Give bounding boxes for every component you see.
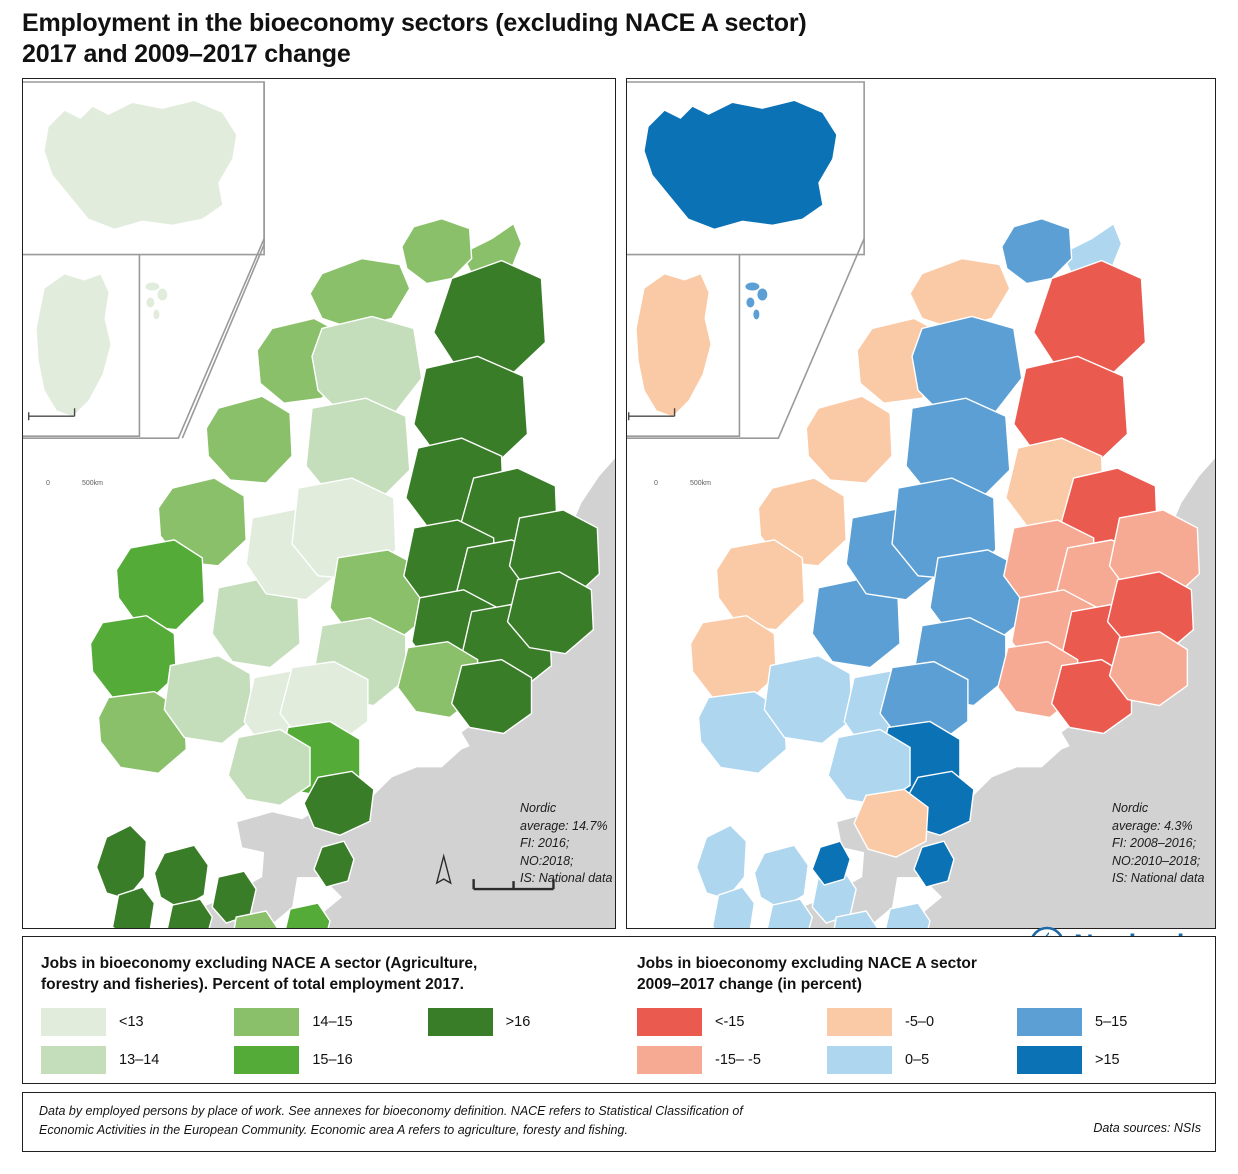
legend-item[interactable]: -5–0 bbox=[827, 1003, 1007, 1041]
legend-item[interactable]: >16 bbox=[427, 1003, 614, 1041]
inset-frames-right bbox=[627, 81, 865, 439]
footer-box: Data by employed persons by place of wor… bbox=[22, 1092, 1216, 1152]
legend-item[interactable]: >15 bbox=[1017, 1041, 1197, 1079]
map-panel-share-2017[interactable] bbox=[22, 78, 616, 929]
inset-iceland-share bbox=[44, 100, 237, 229]
inset-scalebar-left: 0 500km bbox=[46, 480, 116, 502]
neighbour-land-grey bbox=[182, 682, 615, 928]
legend-swatch-minus15-minus5 bbox=[637, 1046, 702, 1074]
neighbour-land-grey-right bbox=[782, 682, 1215, 928]
legend-swatch-gt15 bbox=[1017, 1046, 1082, 1074]
legend-item[interactable]: -15– -5 bbox=[637, 1041, 817, 1079]
footer-note: Data by employed persons by place of wor… bbox=[39, 1104, 743, 1137]
legend-label-13-14: 13–14 bbox=[119, 1052, 160, 1068]
inset-iceland-change bbox=[644, 100, 837, 229]
legend-label-gt16: >16 bbox=[505, 1014, 531, 1030]
legend-share-2017: Jobs in bioeconomy excluding NACE A sect… bbox=[41, 953, 621, 1079]
legend-item[interactable]: 0–5 bbox=[827, 1041, 1007, 1079]
legend-swatch-5-15 bbox=[1017, 1008, 1082, 1036]
legend-item[interactable]: 14–15 bbox=[234, 1003, 420, 1041]
map-svg-change bbox=[627, 79, 1215, 928]
inset-frames bbox=[23, 81, 265, 439]
inset-faroes-change bbox=[745, 282, 768, 320]
legend-label-5-15: 5–15 bbox=[1095, 1014, 1128, 1030]
legend-items-right: <-15 -5–0 5–15 -15– -5 0–5 bbox=[637, 1003, 1207, 1079]
legend-item-empty bbox=[428, 1041, 614, 1079]
legend-swatch-15-16 bbox=[234, 1046, 300, 1074]
nordic-regions-share bbox=[89, 217, 601, 928]
nordic-regions-change bbox=[689, 217, 1201, 928]
map-panel-change-2009-2017[interactable] bbox=[626, 78, 1216, 929]
inset-scale-zero-left: 0 bbox=[46, 480, 50, 487]
legend-swatch-lt-15 bbox=[637, 1008, 702, 1036]
legend-label-gt15: >15 bbox=[1095, 1052, 1120, 1068]
legend-title-right: Jobs in bioeconomy excluding NACE A sect… bbox=[637, 955, 977, 993]
legend-label-lt-15: <-15 bbox=[715, 1014, 745, 1030]
legend-swatch-0-5 bbox=[827, 1046, 892, 1074]
inset-greenland-share bbox=[36, 274, 111, 417]
map-svg-share-2017 bbox=[23, 79, 615, 928]
legend-item[interactable]: 15–16 bbox=[234, 1041, 420, 1079]
page-title-line-1: Employment in the bioeconomy sectors (ex… bbox=[22, 9, 807, 37]
legend-change: Jobs in bioeconomy excluding NACE A sect… bbox=[637, 953, 1207, 1079]
map-note-left: Nordic average: 14.7% FI: 2016; NO:2018;… bbox=[520, 801, 613, 885]
maps-container: Nordic average: 14.7% FI: 2016; NO:2018;… bbox=[22, 78, 1216, 993]
page-title-line-2: 2017 and 2009–2017 change bbox=[22, 40, 351, 68]
scalebar-graphic-left bbox=[472, 879, 555, 891]
inset-scale-max-right: 500km bbox=[690, 480, 712, 487]
legend-item[interactable]: <13 bbox=[41, 1003, 227, 1041]
inset-scalebar-graphic-left bbox=[27, 408, 76, 421]
legend-swatch-lt13 bbox=[41, 1008, 106, 1036]
inset-scalebar-graphic-right bbox=[627, 408, 676, 421]
legend-item[interactable]: 13–14 bbox=[41, 1041, 227, 1079]
inset-scale-max-left: 500km bbox=[82, 480, 104, 487]
inset-scale-zero-right: 0 bbox=[654, 480, 658, 487]
legend-box: Jobs in bioeconomy excluding NACE A sect… bbox=[22, 936, 1216, 1084]
inset-faroes-share bbox=[145, 282, 168, 320]
legend-label-0-5: 0–5 bbox=[905, 1052, 930, 1068]
legend-swatch-14-15 bbox=[234, 1008, 300, 1036]
inset-scalebar-right: 0 500km bbox=[654, 480, 724, 502]
legend-label-15-16: 15–16 bbox=[312, 1052, 353, 1068]
legend-item[interactable]: 5–15 bbox=[1017, 1003, 1197, 1041]
legend-label-14-15: 14–15 bbox=[312, 1014, 353, 1030]
map-note-right: Nordic average: 4.3% FI: 2008–2016; NO:2… bbox=[1112, 801, 1205, 885]
legend-swatch-gt16 bbox=[427, 1008, 493, 1036]
legend-swatch-minus5-0 bbox=[827, 1008, 892, 1036]
legend-swatch-13-14 bbox=[41, 1046, 106, 1074]
legend-items-left: <13 14–15 >16 13–14 15–16 bbox=[41, 1003, 621, 1079]
legend-label-minus5-0: -5–0 bbox=[905, 1014, 935, 1030]
north-arrow-graphic bbox=[435, 853, 452, 885]
page-title: Employment in the bioeconomy sectors (ex… bbox=[22, 8, 1222, 70]
legend-label-lt13: <13 bbox=[119, 1014, 144, 1030]
footer-sources: Data sources: NSIs bbox=[1093, 1121, 1201, 1135]
inset-greenland-change bbox=[636, 274, 711, 417]
legend-label-minus15-minus5: -15– -5 bbox=[715, 1052, 761, 1068]
legend-item[interactable]: <-15 bbox=[637, 1003, 817, 1041]
legend-title-left: Jobs in bioeconomy excluding NACE A sect… bbox=[41, 955, 478, 993]
